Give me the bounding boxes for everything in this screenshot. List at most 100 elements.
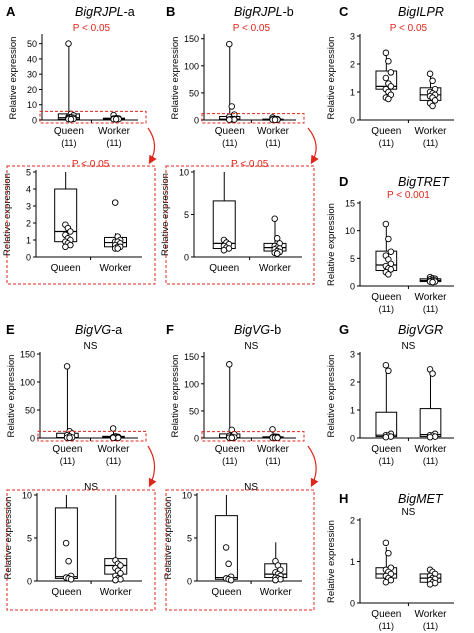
gene-suffix: -a bbox=[124, 5, 135, 19]
y-tick-label: 0 bbox=[187, 577, 192, 587]
zoom-panel-frame bbox=[165, 165, 315, 285]
x-tick-label: Worker bbox=[259, 263, 292, 274]
data-point bbox=[226, 361, 233, 368]
data-point bbox=[220, 246, 228, 254]
data-point bbox=[382, 220, 390, 228]
stat-annotation: P < 0.05 bbox=[72, 159, 110, 170]
y-tick-label: 5 bbox=[187, 534, 192, 544]
gene-title: BigRJPL-b bbox=[234, 5, 294, 19]
zoom-arrow bbox=[307, 445, 319, 488]
box-worker bbox=[263, 215, 287, 257]
gene-name: BigVG bbox=[234, 323, 270, 337]
sample-count-label: (11) bbox=[379, 621, 394, 631]
gene-name: BigTRET bbox=[398, 175, 450, 189]
x-tick-label: Worker bbox=[99, 263, 132, 274]
stat-annotation: P < 0.05 bbox=[390, 23, 428, 34]
y-tick-label: 0 bbox=[26, 253, 31, 263]
stat-annotation: NS bbox=[401, 507, 415, 518]
x-tick-label: Worker bbox=[98, 126, 131, 137]
y-tick-label: 2 bbox=[350, 516, 355, 526]
box-queen bbox=[212, 172, 236, 254]
x-tick-label: Queen bbox=[211, 587, 241, 598]
box-queen bbox=[219, 40, 241, 123]
stat-annotation: P < 0.05 bbox=[233, 23, 271, 34]
chart-panel-9: 0 5 10 Relative expression Queen Worker NS bbox=[163, 482, 302, 598]
y-axis-label: Relative expression bbox=[8, 37, 19, 120]
y-tick-label: 1 bbox=[350, 406, 355, 416]
box-queen bbox=[375, 49, 398, 103]
gene-suffix: -b bbox=[270, 323, 281, 337]
y-tick-label: 100 bbox=[20, 378, 35, 388]
x-tick-label: Queen bbox=[51, 263, 81, 274]
data-point bbox=[387, 248, 395, 255]
data-point bbox=[382, 361, 390, 369]
stat-annotation: P < 0.05 bbox=[73, 23, 111, 34]
box-queen bbox=[56, 363, 79, 442]
gene-title: BigVGR bbox=[398, 323, 443, 337]
zoom-arrow bbox=[307, 127, 319, 165]
box-queen bbox=[219, 361, 241, 442]
zoom-panel-frame bbox=[165, 489, 315, 611]
y-tick-label: 20 bbox=[27, 85, 37, 95]
y-tick-label: 5 bbox=[27, 534, 32, 544]
x-tick-label: Queen bbox=[371, 292, 401, 303]
y-tick-label: 150 bbox=[184, 34, 199, 44]
sample-count-label: (11) bbox=[379, 304, 394, 314]
data-point bbox=[385, 95, 392, 103]
y-tick-label: 30 bbox=[27, 70, 37, 80]
x-tick-label: Queen bbox=[51, 587, 81, 598]
y-tick-label: 100 bbox=[184, 61, 199, 71]
panel-letter: C bbox=[339, 4, 349, 19]
data-point bbox=[387, 83, 395, 90]
x-tick-label: Queen bbox=[215, 126, 245, 137]
y-tick-label: 40 bbox=[27, 54, 37, 64]
stat-annotation: NS bbox=[244, 482, 258, 493]
x-tick-label: Worker bbox=[100, 587, 133, 598]
data-point bbox=[431, 97, 439, 104]
box-queen bbox=[375, 361, 398, 441]
y-axis-label: Relative expression bbox=[326, 355, 337, 438]
y-tick-label: 100 bbox=[184, 379, 199, 389]
box-worker bbox=[102, 111, 126, 123]
data-point bbox=[273, 235, 281, 242]
x-tick-label: Worker bbox=[414, 609, 447, 620]
y-axis-label: Relative expression bbox=[3, 497, 14, 580]
sample-count-label: (11) bbox=[379, 138, 394, 148]
y-tick-label: 15 bbox=[345, 199, 355, 209]
gene-name: BigRJPL bbox=[234, 5, 283, 19]
y-tick-label: 1 bbox=[350, 557, 355, 567]
box-queen bbox=[57, 40, 80, 123]
y-axis-label: Relative expression bbox=[326, 203, 337, 286]
chart-panel-3: 0 5 10 Relative expression Queen Worker P < 0.… bbox=[160, 159, 302, 274]
y-tick-label: 50 bbox=[25, 406, 35, 416]
y-tick-label: 0 bbox=[194, 116, 199, 126]
y-tick-label: 50 bbox=[27, 39, 37, 49]
data-point bbox=[109, 434, 117, 442]
x-tick-label: Queen bbox=[54, 126, 84, 137]
data-point bbox=[222, 544, 230, 551]
data-point bbox=[385, 57, 392, 65]
y-tick-label: 0 bbox=[184, 253, 189, 263]
data-point bbox=[111, 199, 119, 206]
x-tick-label: Queen bbox=[209, 263, 239, 274]
y-tick-label: 5 bbox=[26, 168, 31, 178]
gene-suffix: -a bbox=[111, 323, 122, 337]
y-axis-label: Relative expression bbox=[326, 37, 337, 120]
y-tick-label: 5 bbox=[184, 210, 189, 220]
data-point bbox=[225, 560, 232, 568]
sample-count-label: (11) bbox=[379, 456, 394, 466]
sample-count-label: (11) bbox=[61, 138, 76, 148]
y-tick-label: 0 bbox=[350, 282, 355, 292]
stat-annotation: P < 0.05 bbox=[231, 159, 269, 170]
x-tick-label: Worker bbox=[260, 587, 293, 598]
gene-name: BigMET bbox=[398, 492, 444, 506]
y-tick-label: 2 bbox=[350, 378, 355, 388]
sample-count-label: (11) bbox=[265, 456, 280, 466]
x-tick-label: Queen bbox=[371, 126, 401, 137]
y-axis-label: Relative expression bbox=[170, 355, 181, 438]
y-tick-label: 3 bbox=[350, 350, 355, 360]
data-point bbox=[382, 74, 390, 82]
data-point bbox=[429, 370, 436, 377]
chart-panel-1: 0 1 2 3 4 5 Relative expression Queen Worker P < … bbox=[2, 159, 142, 274]
